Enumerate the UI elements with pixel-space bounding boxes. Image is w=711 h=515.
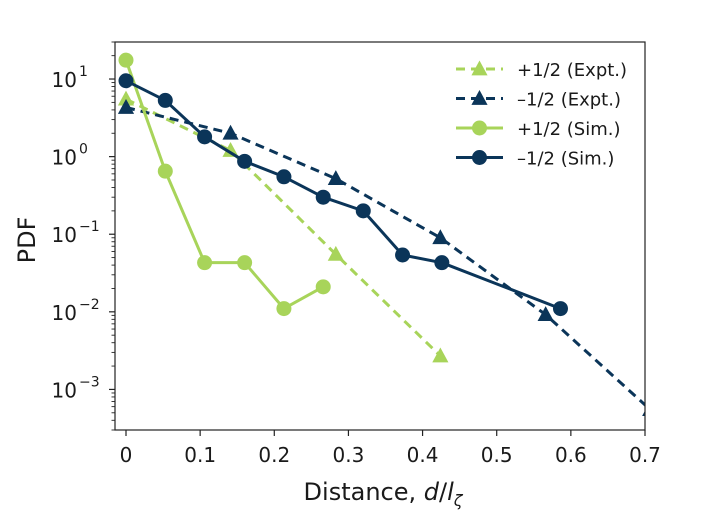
data-point [117, 98, 135, 114]
data-point [276, 169, 292, 185]
data-point [222, 124, 239, 140]
y-tick-exponent: −3 [79, 374, 100, 390]
x-tick-label: 0.2 [258, 443, 290, 467]
x-axis-label-sub-base: l [447, 478, 454, 506]
data-point [355, 203, 371, 219]
data-point [552, 301, 568, 317]
legend-item-0: +1/2 (Expt.) [456, 60, 627, 81]
x-axis-label-prefix: Distance, [304, 478, 424, 506]
data-point [157, 92, 173, 108]
y-tick-exponent: −2 [79, 297, 100, 313]
x-axis-label-var: d [424, 478, 440, 506]
data-point [315, 279, 331, 295]
y-tick-exponent: 0 [79, 142, 88, 158]
plot-frame [114, 41, 646, 431]
legend-marker [472, 150, 487, 165]
x-axis-label: Distance, d/lζ [304, 478, 464, 510]
x-tick-label: 0.6 [555, 443, 587, 467]
data-point [197, 255, 213, 271]
legend-label: –1/2 (Sim.) [517, 149, 614, 170]
data-point [327, 170, 344, 186]
y-tick-label: 10 [52, 301, 77, 325]
y-tick-label: 10 [52, 146, 77, 170]
x-axis-label-subscript: ζ [453, 491, 464, 510]
legend-item-2: +1/2 (Sim.) [456, 119, 621, 140]
y-tick-label: 10 [52, 378, 77, 402]
series-1 [117, 98, 645, 416]
x-tick-label: 0.3 [333, 443, 365, 467]
legend-marker [471, 60, 488, 76]
series-line [124, 59, 324, 311]
legend-item-1: –1/2 (Expt.) [456, 90, 621, 111]
x-axis-ticks: 0 0.1 0.2 0.3 0.4 0.5 0.6 0.7 [120, 430, 661, 467]
legend-item-3: –1/2 (Sim.) [456, 149, 614, 170]
legend-label: +1/2 (Expt.) [517, 60, 627, 81]
x-tick-label: 0 [120, 443, 133, 467]
data-point [197, 129, 213, 145]
data-point [432, 347, 449, 363]
series-line [125, 106, 645, 407]
series-line [125, 79, 562, 311]
data-point [118, 52, 134, 68]
legend-label: –1/2 (Expt.) [517, 90, 621, 111]
y-axis-label: PDF [13, 217, 41, 264]
data-point [276, 301, 292, 317]
series-line [125, 97, 442, 358]
x-tick-label: 0.7 [629, 443, 661, 467]
data-point [157, 163, 173, 179]
series-3 [118, 73, 568, 317]
data-point [222, 141, 239, 157]
legend-label: +1/2 (Sim.) [517, 119, 621, 140]
y-tick-exponent: 1 [79, 64, 88, 80]
y-tick-label: 10 [52, 223, 77, 247]
data-point [537, 306, 554, 322]
data-point [237, 153, 253, 169]
plot-border [114, 41, 646, 431]
x-tick-label: 0.5 [481, 443, 513, 467]
data-point [327, 245, 344, 261]
x-tick-label: 0.1 [184, 443, 216, 467]
legend-marker [471, 90, 488, 105]
legend: +1/2 (Expt.) –1/2 (Expt.) +1/2 (Sim.) –1/2 … [456, 60, 627, 170]
data-point [432, 229, 449, 245]
x-axis-label-sep: / [439, 478, 448, 506]
data-point [395, 247, 411, 263]
data-point [315, 189, 331, 205]
data-point [118, 73, 134, 89]
series-2 [118, 52, 331, 317]
y-tick-label: 10 [52, 68, 77, 92]
x-tick-label: 0.4 [407, 443, 439, 467]
data-point [642, 410, 645, 416]
legend-marker [472, 120, 487, 136]
series-layer [117, 52, 645, 416]
y-tick-exponent: −1 [79, 219, 100, 235]
data-point [434, 255, 450, 271]
data-point [237, 255, 253, 271]
series-0 [117, 90, 449, 363]
data-point [117, 90, 135, 106]
